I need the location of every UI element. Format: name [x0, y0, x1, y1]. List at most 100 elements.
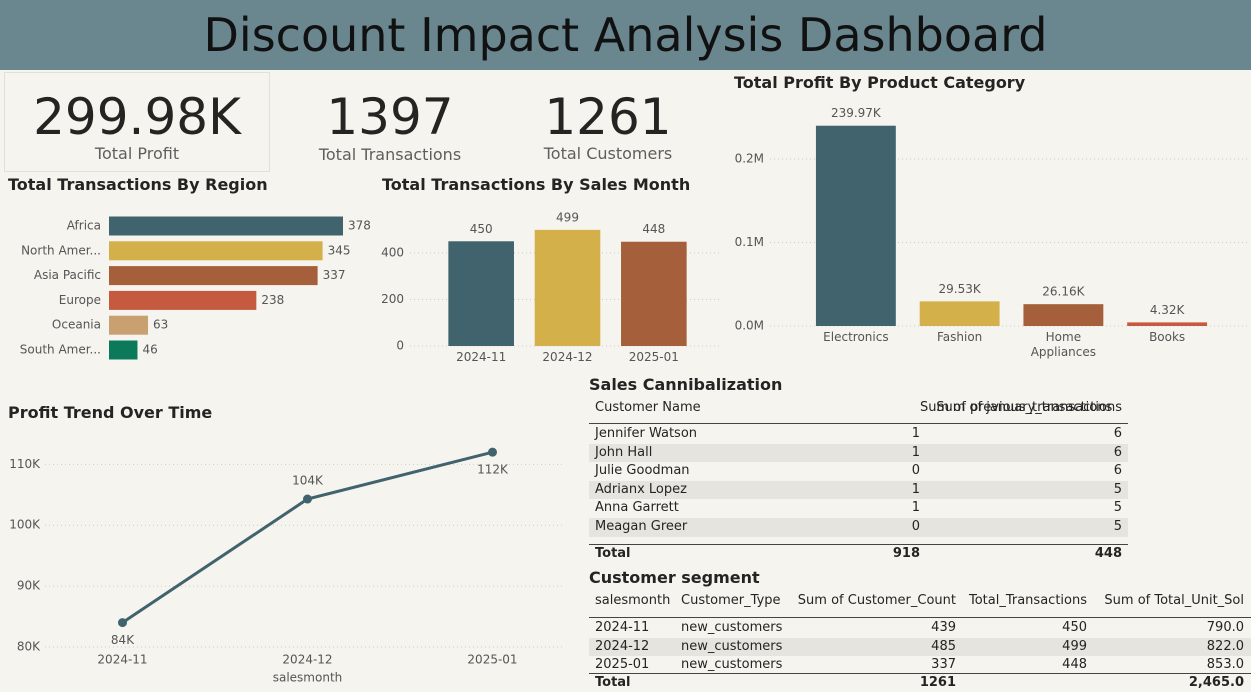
table-cell: 439	[931, 620, 956, 635]
data-label: 29.53K	[939, 282, 982, 296]
table-cell: 337	[931, 657, 956, 673]
table-cell: new_customers	[681, 638, 783, 654]
point	[118, 618, 127, 628]
row-shade	[589, 637, 1251, 657]
table-cell: 1	[911, 500, 920, 516]
row-shade	[589, 480, 1128, 500]
table-cell: 6	[1113, 444, 1122, 460]
bar	[621, 241, 687, 346]
bar	[109, 290, 257, 310]
table-cell: 1	[911, 426, 920, 441]
column-header: Total_Transactions	[968, 593, 1087, 608]
total-cell: Total	[595, 675, 631, 690]
total-cell: 918	[892, 546, 920, 561]
x-tick-label: Electronics	[823, 330, 889, 344]
column-header: Customer_Type	[681, 593, 781, 608]
total-rule	[589, 673, 1251, 674]
table-cell: 485	[931, 638, 956, 654]
data-label: 63	[153, 318, 168, 332]
table-cell: 448	[1062, 657, 1087, 673]
x-tick-label: 2024-11	[97, 653, 147, 667]
card-frame	[4, 72, 270, 172]
table-cell: 6	[1113, 463, 1122, 479]
header: Discount Impact Analysis Dashboard	[0, 0, 1251, 70]
column-header: Customer Name	[595, 400, 701, 415]
bar	[109, 315, 148, 335]
table-cell: 853.0	[1206, 657, 1244, 673]
table-cell: 1	[911, 444, 920, 460]
category-label: Asia Pacific	[34, 268, 101, 282]
bar	[534, 229, 601, 346]
y-tick-label: 90K	[17, 579, 41, 593]
card-label: Total Customers	[543, 144, 673, 163]
point	[488, 447, 497, 457]
card-label: Total Transactions	[318, 145, 462, 164]
bar	[448, 241, 514, 346]
category-label: Europe	[59, 293, 101, 307]
column-header: Sum of Total_Unit_Sol	[1104, 593, 1244, 608]
card-value: 1397	[326, 88, 454, 146]
data-label: 104K	[292, 474, 324, 488]
table-cell: 450	[1062, 620, 1087, 635]
total-cell: 1261	[919, 675, 956, 690]
data-label: 448	[642, 222, 665, 236]
data-label: 26.16K	[1042, 285, 1085, 299]
bar	[919, 301, 1000, 326]
total-cell: 2,465.0	[1188, 675, 1244, 690]
table-cell: Jennifer Watson	[595, 426, 698, 441]
row-shade	[589, 443, 1128, 463]
x-tick-label: Books	[1149, 330, 1186, 344]
header-rule	[589, 423, 1128, 424]
y-tick-label: 400	[381, 245, 404, 259]
table-cell: 499	[1062, 638, 1087, 654]
bar	[109, 216, 343, 236]
x-tick-label: Fashion	[936, 330, 983, 344]
total-rule	[589, 544, 1128, 545]
x-tick-label: Home Appliances	[1030, 330, 1097, 359]
bar	[109, 340, 138, 360]
category-label: Africa	[67, 219, 101, 233]
x-tick-label: 2025-01	[467, 653, 517, 667]
chart-title: Total Transactions By Sales Month	[382, 175, 691, 194]
row-shade	[589, 518, 1128, 537]
table-cell: Adrianx Lopez	[595, 481, 687, 497]
chart-title: Total Transactions By Region	[8, 175, 268, 194]
table-cell: Julie Goodman	[595, 463, 690, 479]
table-cell: 2024-12	[595, 638, 650, 654]
data-label: 46	[142, 343, 157, 357]
table-cell: Anna Garrett	[595, 500, 679, 516]
table-cell: new_customers	[681, 620, 783, 635]
bar	[1127, 322, 1208, 326]
total-cell: Total	[595, 546, 631, 561]
y-tick-label: 80K	[17, 639, 41, 653]
category-label: North Amer...	[21, 243, 101, 257]
y-tick-label: 0.0M	[735, 319, 764, 333]
x-tick-label: 2024-11	[456, 350, 507, 364]
bar	[109, 241, 323, 261]
card-value: 1261	[544, 88, 672, 146]
x-tick-label: 2024-12	[282, 653, 332, 667]
table-title: Customer segment	[589, 568, 760, 587]
table-cell: Meagan Greer	[595, 519, 688, 534]
y-tick-label: 0.2M	[735, 152, 764, 166]
table-cell: 0	[911, 519, 920, 534]
table-cell: 790.0	[1206, 620, 1244, 635]
y-tick-label: 200	[381, 292, 404, 306]
table-cell: 0	[911, 463, 920, 479]
column-header: Sum of january_transactions	[936, 400, 1122, 415]
table-cell: new_customers	[681, 657, 783, 673]
dashboard-title: Discount Impact Analysis Dashboard	[203, 8, 1048, 62]
table-cell: John Hall	[595, 444, 653, 460]
bar	[815, 125, 896, 326]
chart-title: Total Profit By Product Category	[734, 73, 1026, 92]
table-cell: 5	[1113, 500, 1122, 516]
column-header: salesmonth	[595, 593, 671, 608]
table-cell: 2025-01	[595, 657, 650, 673]
data-label: 345	[328, 243, 351, 257]
data-label: 239.97K	[831, 106, 882, 120]
y-tick-label: 0	[396, 339, 404, 353]
data-label: 112K	[477, 463, 509, 477]
card-value: 299.98K	[33, 88, 241, 146]
category-label: Oceania	[52, 318, 101, 332]
